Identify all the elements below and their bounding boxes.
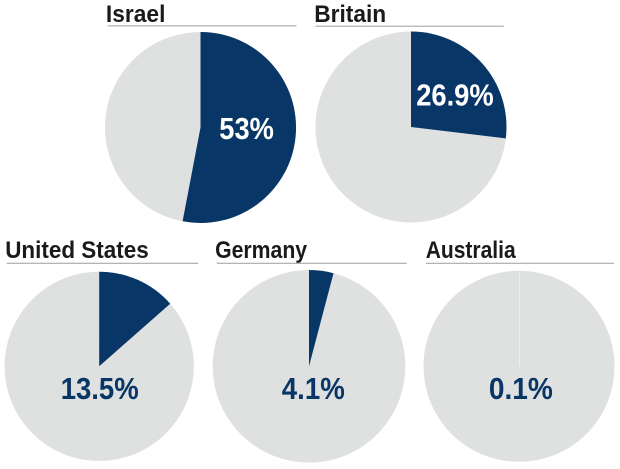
svg-text:Germany: Germany <box>215 237 308 264</box>
svg-text:53%: 53% <box>219 111 273 146</box>
svg-text:26.9%: 26.9% <box>416 78 494 113</box>
svg-text:Australia: Australia <box>426 237 517 264</box>
svg-text:4.1%: 4.1% <box>282 371 345 406</box>
svg-text:United States: United States <box>5 237 149 264</box>
svg-text:Israel: Israel <box>106 1 165 28</box>
svg-text:Britain: Britain <box>314 1 386 28</box>
svg-text:0.1%: 0.1% <box>489 371 553 406</box>
svg-text:13.5%: 13.5% <box>61 371 139 406</box>
